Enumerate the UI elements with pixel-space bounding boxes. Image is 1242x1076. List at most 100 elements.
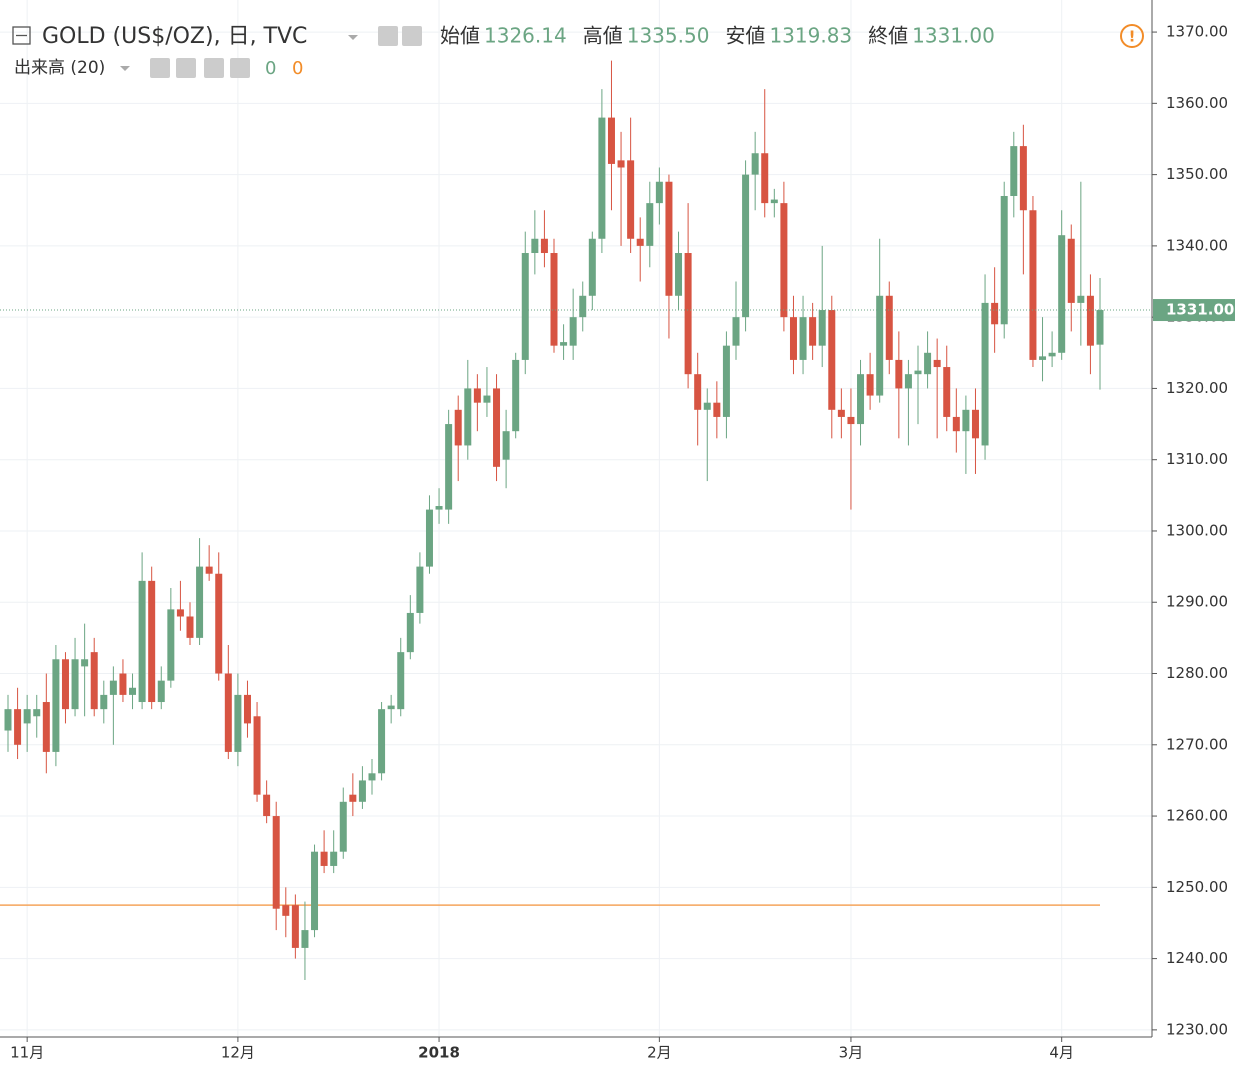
y-tick-label: 1310.00 xyxy=(1166,450,1228,468)
candle-body xyxy=(684,253,692,375)
candle-body xyxy=(483,395,491,403)
candle-body xyxy=(627,160,635,239)
x-tick-label: 2018 xyxy=(418,1044,460,1062)
candle-body xyxy=(818,310,826,346)
y-tick-label: 1290.00 xyxy=(1166,593,1228,611)
candle-body xyxy=(368,773,376,781)
candle-body xyxy=(397,652,405,710)
candle-body xyxy=(981,302,989,446)
last-price-tag xyxy=(1153,299,1235,322)
candle-body xyxy=(847,416,855,425)
candle-body xyxy=(1048,352,1056,357)
candle-body xyxy=(703,402,711,410)
y-tick-label: 1340.00 xyxy=(1166,236,1228,254)
candle-body xyxy=(349,794,357,802)
x-tick-label: 3月 xyxy=(839,1044,864,1062)
candle-body xyxy=(435,506,443,510)
candle-body xyxy=(253,716,261,795)
candle-body xyxy=(52,659,60,752)
candle-body xyxy=(655,181,663,204)
candle-body xyxy=(81,659,89,667)
candle-body xyxy=(607,117,615,164)
y-tick-label: 1350.00 xyxy=(1166,165,1228,183)
candle-body xyxy=(531,238,539,254)
close-icon[interactable] xyxy=(230,58,250,78)
candle-body xyxy=(1067,238,1075,303)
candle-body xyxy=(924,352,932,375)
candle-body xyxy=(665,181,673,296)
candle-body xyxy=(1077,295,1085,303)
candle-body xyxy=(4,709,12,731)
candle-body xyxy=(569,317,577,346)
candle-body xyxy=(789,317,797,360)
legend-label: 安値 xyxy=(725,24,765,48)
candle-body xyxy=(454,409,462,446)
candle-body xyxy=(540,238,548,254)
dropdown-arrow[interactable] xyxy=(348,35,358,40)
candle-body xyxy=(828,310,836,410)
candle-body xyxy=(425,509,433,567)
candle-body xyxy=(1029,210,1037,360)
plot xyxy=(0,60,1152,980)
legend-label: 高値 xyxy=(583,24,623,48)
legend-value: 1319.83 xyxy=(769,24,852,48)
candle-body xyxy=(694,374,702,410)
x-tick-label: 2月 xyxy=(647,1044,672,1062)
axes: 1230.00 1240.00 1250.00 1260.00 1270.00 1280.… xyxy=(10,23,1235,1062)
symbol-title: GOLD (US$/OZ), 日, TVC xyxy=(42,24,307,49)
legend-value: 1326.14 xyxy=(484,24,567,48)
collapse-icon[interactable] xyxy=(12,26,31,45)
y-tick-label: 1300.00 xyxy=(1166,521,1228,539)
candle-body xyxy=(512,359,520,432)
candle-body xyxy=(722,345,730,417)
candle-body xyxy=(61,659,69,710)
candle-body xyxy=(157,680,165,703)
candle-body xyxy=(473,388,481,403)
candle-body xyxy=(243,694,251,724)
candle-body xyxy=(713,402,721,417)
y-tick-label: 1280.00 xyxy=(1166,664,1228,682)
candle-body xyxy=(598,117,606,239)
candle-body xyxy=(176,609,184,617)
gear-icon[interactable] xyxy=(176,58,196,78)
legend-value: 1331.00 xyxy=(912,24,995,48)
candle-body xyxy=(837,409,845,417)
warning-icon[interactable] xyxy=(1120,24,1144,48)
candle-body xyxy=(215,573,223,674)
candle-body xyxy=(138,580,146,703)
candle-body xyxy=(521,253,529,360)
plus-icon[interactable] xyxy=(204,58,224,78)
candle-body xyxy=(406,612,414,653)
candle-body xyxy=(109,680,117,695)
candle-body xyxy=(550,253,558,346)
candle-body xyxy=(387,705,395,710)
candle-body xyxy=(636,238,644,246)
candle-body xyxy=(895,359,903,389)
candle-body xyxy=(234,694,242,752)
candle-body xyxy=(71,659,79,710)
eye-icon[interactable] xyxy=(378,26,398,46)
dropdown-arrow[interactable] xyxy=(120,66,130,71)
x-tick-label: 12月 xyxy=(221,1044,255,1062)
y-tick-label: 1360.00 xyxy=(1166,94,1228,112)
candle-body xyxy=(119,673,127,695)
candle-body xyxy=(205,566,213,574)
candle-body xyxy=(167,609,175,681)
y-tick-label: 1240.00 xyxy=(1166,949,1228,967)
gear-icon[interactable] xyxy=(402,26,422,46)
warning-mark: ! xyxy=(1129,28,1136,46)
y-tick-label: 1370.00 xyxy=(1166,23,1228,41)
candle-body xyxy=(282,905,290,916)
candle-body xyxy=(263,794,271,817)
candle-body xyxy=(742,174,750,318)
candle-body xyxy=(646,203,654,246)
candle-body xyxy=(148,580,156,703)
candle-body xyxy=(311,851,319,931)
candle-body xyxy=(971,409,979,439)
eye-icon[interactable] xyxy=(150,58,170,78)
candle-body xyxy=(14,709,22,745)
candle-body xyxy=(991,302,999,325)
candle-body xyxy=(780,203,788,318)
